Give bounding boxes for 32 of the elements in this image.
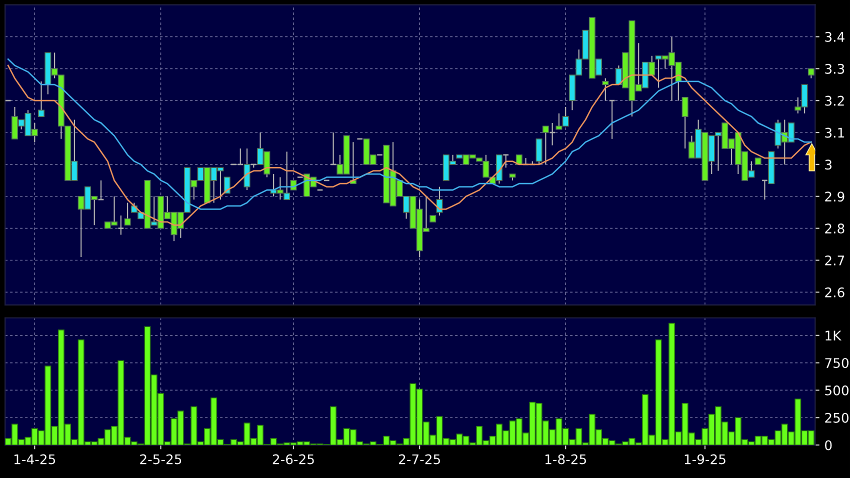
candlestick — [502, 154, 510, 168]
y-tick-label: 3.3 — [825, 64, 844, 74]
y-tick-label: 250 — [825, 412, 848, 423]
y-tick-label: 2.7 — [825, 255, 844, 266]
y-tick-label: 1K — [826, 330, 842, 340]
candlestick — [682, 96, 688, 150]
x-tick-label: 1-9-25 — [684, 454, 726, 464]
candlestick — [536, 138, 542, 166]
y-tick-label: 3 — [825, 160, 832, 170]
candlestick — [38, 80, 45, 118]
y-tick-label: 0 — [825, 440, 832, 450]
candlestick — [98, 180, 104, 200]
candlestick — [124, 202, 131, 226]
y-tick-label: 2.6 — [825, 287, 844, 298]
x-tick-label: 1-4-25 — [14, 454, 56, 464]
y-tick-label: 3.2 — [825, 96, 844, 106]
candlestick — [224, 176, 230, 194]
y-tick-label: 2.9 — [825, 192, 844, 202]
candlestick — [608, 100, 616, 140]
candlestick — [602, 78, 609, 102]
y-tick-label: 2.8 — [825, 224, 844, 234]
x-tick-label: 2-5-25 — [140, 454, 182, 464]
y-tick-label: 3.1 — [825, 128, 844, 138]
x-tick-label: 2-6-25 — [272, 454, 314, 464]
x-tick-label: 2-7-25 — [399, 454, 440, 464]
y-tick-label: 750 — [825, 358, 848, 368]
x-tick-label: 1-8-25 — [545, 454, 586, 464]
y-tick-label: 3.4 — [825, 32, 844, 42]
candlestick — [808, 68, 814, 79]
candlestick — [118, 214, 124, 236]
y-tick-label: 500 — [825, 385, 848, 396]
candlestick — [761, 180, 768, 200]
